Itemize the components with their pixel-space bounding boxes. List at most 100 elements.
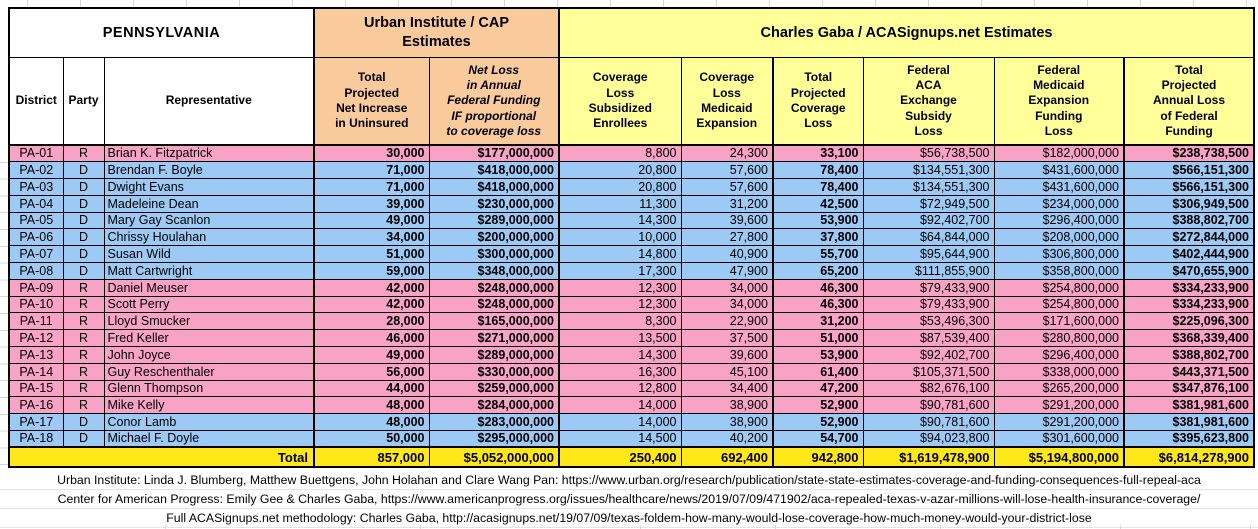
total-coverage-loss-cell[interactable]: 53,900 xyxy=(772,211,864,230)
district-cell[interactable]: PA-12 xyxy=(8,329,64,348)
district-cell[interactable]: PA-07 xyxy=(8,245,64,264)
total-coverage-loss-cell[interactable]: 55,700 xyxy=(772,245,864,264)
coverage-loss-subsidized-cell[interactable]: 17,300 xyxy=(558,262,682,280)
representative-cell[interactable]: Conor Lamb xyxy=(103,413,315,432)
representative-cell[interactable]: Michael F. Doyle xyxy=(103,430,315,448)
party-cell[interactable]: D xyxy=(62,211,105,230)
net-increase-uninsured-cell[interactable]: 71,000 xyxy=(313,178,430,196)
coverage-loss-subsidized-cell[interactable]: 8,300 xyxy=(558,312,682,331)
net-loss-federal-funding-cell[interactable]: $418,000,000 xyxy=(428,178,560,196)
total-net-increase-uninsured-cell[interactable]: 857,000 xyxy=(313,446,430,468)
medicaid-expansion-funding-loss-cell[interactable]: $296,400,000 xyxy=(993,346,1125,364)
aca-exchange-subsidy-loss-cell[interactable]: $134,551,300 xyxy=(862,161,995,180)
net-increase-uninsured-cell[interactable]: 49,000 xyxy=(313,211,430,230)
net-loss-federal-funding-cell[interactable]: $348,000,000 xyxy=(428,262,560,280)
representative-cell[interactable]: Daniel Meuser xyxy=(103,278,315,297)
medicaid-expansion-funding-loss-cell[interactable]: $171,600,000 xyxy=(993,312,1125,331)
medicaid-expansion-funding-loss-cell[interactable]: $291,200,000 xyxy=(993,396,1125,415)
medicaid-expansion-funding-loss-cell[interactable]: $301,600,000 xyxy=(993,430,1125,448)
total-label[interactable]: Total xyxy=(8,446,315,468)
coverage-loss-medicaid-cell[interactable]: 34,400 xyxy=(680,379,774,398)
total-annual-federal-loss-cell[interactable]: $272,844,000 xyxy=(1123,228,1255,247)
net-loss-federal-funding-cell[interactable]: $200,000,000 xyxy=(428,228,560,247)
party-cell[interactable]: D xyxy=(62,245,105,264)
coverage-loss-subsidized-cell[interactable]: 10,000 xyxy=(558,228,682,247)
total-annual-federal-loss-cell[interactable]: $566,151,300 xyxy=(1123,178,1255,196)
net-increase-uninsured-cell[interactable]: 42,000 xyxy=(313,295,430,314)
party-cell[interactable]: R xyxy=(62,379,105,398)
net-increase-uninsured-cell[interactable]: 46,000 xyxy=(313,329,430,348)
coverage-loss-medicaid-cell[interactable]: 39,600 xyxy=(680,346,774,364)
aca-exchange-subsidy-loss-cell[interactable]: $64,844,000 xyxy=(862,228,995,247)
total-aca-exchange-subsidy-loss-cell[interactable]: $1,619,478,900 xyxy=(862,446,995,468)
medicaid-expansion-funding-loss-cell[interactable]: $265,200,000 xyxy=(993,379,1125,398)
district-cell[interactable]: PA-17 xyxy=(8,413,64,432)
coverage-loss-medicaid-cell[interactable]: 38,900 xyxy=(680,413,774,432)
representative-cell[interactable]: Susan Wild xyxy=(103,245,315,264)
representative-cell[interactable]: Brian K. Fitzpatrick xyxy=(103,144,315,163)
net-increase-uninsured-cell[interactable]: 56,000 xyxy=(313,362,430,381)
party-cell[interactable]: D xyxy=(62,430,105,448)
coverage-loss-subsidized-cell[interactable]: 14,000 xyxy=(558,396,682,415)
coverage-loss-subsidized-cell[interactable]: 12,300 xyxy=(558,295,682,314)
net-loss-federal-funding-cell[interactable]: $177,000,000 xyxy=(428,144,560,163)
total-annual-federal-loss-cell[interactable]: $225,096,300 xyxy=(1123,312,1255,331)
net-increase-uninsured-cell[interactable]: 71,000 xyxy=(313,161,430,180)
district-cell[interactable]: PA-10 xyxy=(8,295,64,314)
coverage-loss-medicaid-cell[interactable]: 22,900 xyxy=(680,312,774,331)
total-coverage-loss-cell[interactable]: 47,200 xyxy=(772,379,864,398)
district-cell[interactable]: PA-08 xyxy=(8,262,64,280)
coverage-loss-subsidized-cell[interactable]: 12,300 xyxy=(558,278,682,297)
aca-exchange-subsidy-loss-cell[interactable]: $87,539,400 xyxy=(862,329,995,348)
party-cell[interactable]: R xyxy=(62,396,105,415)
district-cell[interactable]: PA-15 xyxy=(8,379,64,398)
coverage-loss-subsidized-cell[interactable]: 12,800 xyxy=(558,379,682,398)
representative-cell[interactable]: Mike Kelly xyxy=(103,396,315,415)
total-coverage-loss-cell[interactable]: 61,400 xyxy=(772,362,864,381)
representative-cell[interactable]: Lloyd Smucker xyxy=(103,312,315,331)
total-coverage-loss-cell[interactable]: 52,900 xyxy=(772,396,864,415)
total-coverage-loss-cell[interactable]: 37,800 xyxy=(772,228,864,247)
representative-cell[interactable]: Brendan F. Boyle xyxy=(103,161,315,180)
coverage-loss-medicaid-cell[interactable]: 31,200 xyxy=(680,194,774,213)
party-cell[interactable]: R xyxy=(62,346,105,364)
medicaid-expansion-funding-loss-cell[interactable]: $182,000,000 xyxy=(993,144,1125,163)
district-cell[interactable]: PA-05 xyxy=(8,211,64,230)
district-cell[interactable]: PA-11 xyxy=(8,312,64,331)
medicaid-expansion-funding-loss-cell[interactable]: $291,200,000 xyxy=(993,413,1125,432)
aca-exchange-subsidy-loss-cell[interactable]: $134,551,300 xyxy=(862,178,995,196)
net-loss-federal-funding-cell[interactable]: $248,000,000 xyxy=(428,295,560,314)
aca-exchange-subsidy-loss-cell[interactable]: $92,402,700 xyxy=(862,346,995,364)
total-total-annual-federal-loss-cell[interactable]: $6,814,278,900 xyxy=(1123,446,1255,468)
representative-cell[interactable]: Glenn Thompson xyxy=(103,379,315,398)
net-loss-federal-funding-cell[interactable]: $284,000,000 xyxy=(428,396,560,415)
party-cell[interactable]: R xyxy=(62,362,105,381)
coverage-loss-medicaid-cell[interactable]: 57,600 xyxy=(680,161,774,180)
coverage-loss-medicaid-cell[interactable]: 39,600 xyxy=(680,211,774,230)
net-increase-uninsured-cell[interactable]: 49,000 xyxy=(313,346,430,364)
total-annual-federal-loss-cell[interactable]: $566,151,300 xyxy=(1123,161,1255,180)
party-cell[interactable]: D xyxy=(62,413,105,432)
net-loss-federal-funding-cell[interactable]: $300,000,000 xyxy=(428,245,560,264)
district-cell[interactable]: PA-13 xyxy=(8,346,64,364)
aca-exchange-subsidy-loss-cell[interactable]: $79,433,900 xyxy=(862,278,995,297)
coverage-loss-subsidized-cell[interactable]: 8,800 xyxy=(558,144,682,163)
total-coverage-loss-cell[interactable]: 46,300 xyxy=(772,295,864,314)
coverage-loss-subsidized-cell[interactable]: 20,800 xyxy=(558,161,682,180)
medicaid-expansion-funding-loss-cell[interactable]: $280,800,000 xyxy=(993,329,1125,348)
net-loss-federal-funding-cell[interactable]: $418,000,000 xyxy=(428,161,560,180)
coverage-loss-medicaid-cell[interactable]: 27,800 xyxy=(680,228,774,247)
district-cell[interactable]: PA-18 xyxy=(8,430,64,448)
coverage-loss-subsidized-cell[interactable]: 14,300 xyxy=(558,346,682,364)
net-increase-uninsured-cell[interactable]: 30,000 xyxy=(313,144,430,163)
net-loss-federal-funding-cell[interactable]: $230,000,000 xyxy=(428,194,560,213)
total-net-loss-federal-funding-cell[interactable]: $5,052,000,000 xyxy=(428,446,560,468)
net-loss-federal-funding-cell[interactable]: $295,000,000 xyxy=(428,430,560,448)
aca-exchange-subsidy-loss-cell[interactable]: $79,433,900 xyxy=(862,295,995,314)
coverage-loss-medicaid-cell[interactable]: 38,900 xyxy=(680,396,774,415)
party-cell[interactable]: R xyxy=(62,295,105,314)
aca-exchange-subsidy-loss-cell[interactable]: $82,676,100 xyxy=(862,379,995,398)
net-loss-federal-funding-cell[interactable]: $289,000,000 xyxy=(428,346,560,364)
total-annual-federal-loss-cell[interactable]: $443,371,500 xyxy=(1123,362,1255,381)
total-annual-federal-loss-cell[interactable]: $388,802,700 xyxy=(1123,346,1255,364)
